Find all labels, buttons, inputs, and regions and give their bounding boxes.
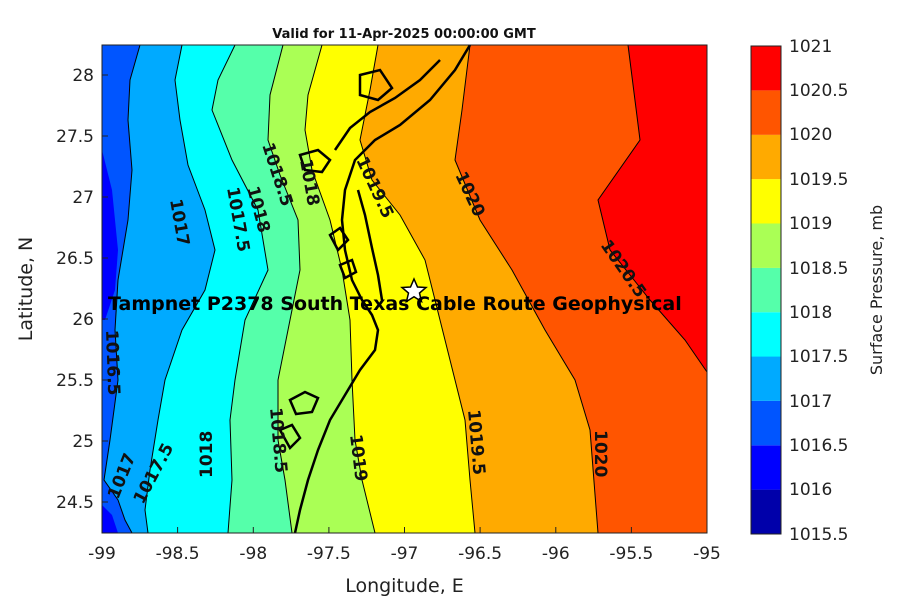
y-tick-label: 26 (72, 310, 94, 330)
colorbar-band (751, 445, 781, 490)
colorbar-tick: 1016.5 (789, 436, 848, 456)
colorbar-tick: 1018 (789, 303, 832, 323)
map-plot-area[interactable]: 1017 1017.5 1018 1018.5 1018 1019.5 1020… (101, 45, 707, 533)
contour-label: 1018 (197, 431, 217, 478)
colorbar-band (751, 356, 781, 401)
x-tick-label: -98.5 (156, 544, 200, 564)
x-tick-label: -96.5 (458, 544, 502, 564)
y-tick-label: 28 (72, 66, 94, 86)
band-1016 (102, 150, 118, 320)
x-tick-label: -95.5 (609, 544, 653, 564)
colorbar: 1015.5 1016 1016.5 1017 1017.5 1018 1018… (750, 37, 886, 545)
y-tick-label: 26.5 (56, 249, 94, 269)
colorbar-tick: 1017 (789, 392, 832, 412)
colorbar-tick: 1016 (789, 480, 832, 500)
colorbar-band (751, 312, 781, 357)
colorbar-tick: 1019.5 (789, 170, 848, 190)
colorbar-label: Surface Pressure, mb (867, 205, 886, 375)
colorbar-band (751, 223, 781, 268)
contour-lines (103, 45, 707, 533)
map-title: Valid for 11-Apr-2025 00:00:00 GMT (272, 27, 536, 42)
y-axis-label: Latitude, N (15, 237, 37, 342)
y-tick-label: 27.5 (56, 127, 94, 147)
site-star-marker[interactable] (400, 277, 428, 304)
y-tick-label: 25 (72, 432, 94, 452)
colorbar-band (751, 90, 781, 135)
x-tick-label: -95 (693, 544, 721, 564)
y-tick-label: 24.5 (56, 493, 94, 513)
colorbar-tick: 1015.5 (789, 525, 848, 545)
colorbar-tick: 1021 (789, 37, 832, 57)
colorbar-tick: 1020 (789, 125, 832, 145)
x-tick-label: -99 (88, 544, 116, 564)
colorbar-band (751, 489, 781, 534)
x-tick-label: -97 (391, 544, 419, 564)
colorbar-tick: 1020.5 (789, 81, 848, 101)
colorbar-tick: 1018.5 (789, 259, 848, 279)
colorbar-frame (750, 45, 782, 535)
x-tick-label: -96 (542, 544, 570, 564)
site-label: Tampnet P2378 South Texas Cable Route Ge… (108, 293, 682, 315)
x-tick-label: -98 (239, 544, 267, 564)
colorbar-band (751, 179, 781, 224)
colorbar-tick: 1017.5 (789, 347, 848, 367)
contour-label: 1020 (590, 430, 610, 477)
colorbar-band (751, 46, 781, 91)
x-axis-label: Longitude, E (345, 575, 464, 597)
y-tick-label: 27 (72, 188, 94, 208)
y-axis: 24.5 25 25.5 26 26.5 27 27.5 28 Latitude… (15, 66, 108, 513)
colorbar-tick: 1019 (789, 214, 832, 234)
band-1016-b (102, 505, 118, 533)
x-axis: -99 -98.5 -98 -97.5 -97 -96.5 -96 -95.5 … (88, 527, 721, 597)
colorbar-band (751, 134, 781, 180)
x-tick-label: -97.5 (307, 544, 351, 564)
coastline (278, 45, 472, 533)
y-tick-label: 25.5 (56, 371, 94, 391)
band-1016-5 (102, 45, 140, 533)
contour-label: 1016.5 (101, 329, 123, 395)
colorbar-band (751, 400, 781, 446)
colorbar-band (751, 267, 781, 313)
